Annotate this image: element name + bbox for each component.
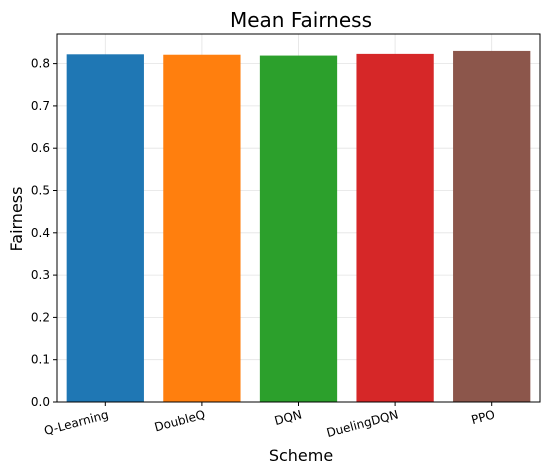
y-tick-label: 0.7: [31, 99, 50, 113]
y-tick-label: 0.8: [31, 57, 50, 71]
x-axis-ticks: Q-Learning DoubleQ DQN DuelingDQN PPO: [42, 402, 496, 440]
x-tick-label: DQN: [273, 407, 303, 428]
y-tick-label: 0.6: [31, 141, 50, 155]
y-tick-label: 0.0: [31, 395, 50, 409]
chart-title: Mean Fairness: [230, 8, 372, 32]
x-tick-label: DuelingDQN: [325, 407, 400, 440]
bar-q-learning: [66, 54, 144, 403]
y-tick-label: 0.4: [31, 226, 50, 240]
bar-dqn: [259, 55, 338, 402]
bar-duelingdqn: [356, 53, 434, 402]
x-tick-label: Q-Learning: [42, 407, 110, 438]
y-axis-ticks: 0.0 0.1 0.2 0.3 0.4 0.5 0.6 0.7 0.8: [31, 57, 57, 409]
y-axis-label: Fairness: [7, 187, 26, 252]
x-tick-label: PPO: [470, 407, 497, 427]
y-tick-label: 0.3: [31, 268, 50, 282]
bar-ppo: [453, 50, 531, 402]
bars: [66, 50, 531, 403]
x-tick-label: DoubleQ: [153, 407, 207, 434]
y-tick-label: 0.5: [31, 184, 50, 198]
y-tick-label: 0.2: [31, 310, 50, 324]
plot-frame: [56, 33, 541, 403]
y-tick-label: 0.1: [31, 353, 50, 367]
bar-doubleq: [163, 54, 241, 402]
x-axis-label: Scheme: [269, 446, 333, 465]
